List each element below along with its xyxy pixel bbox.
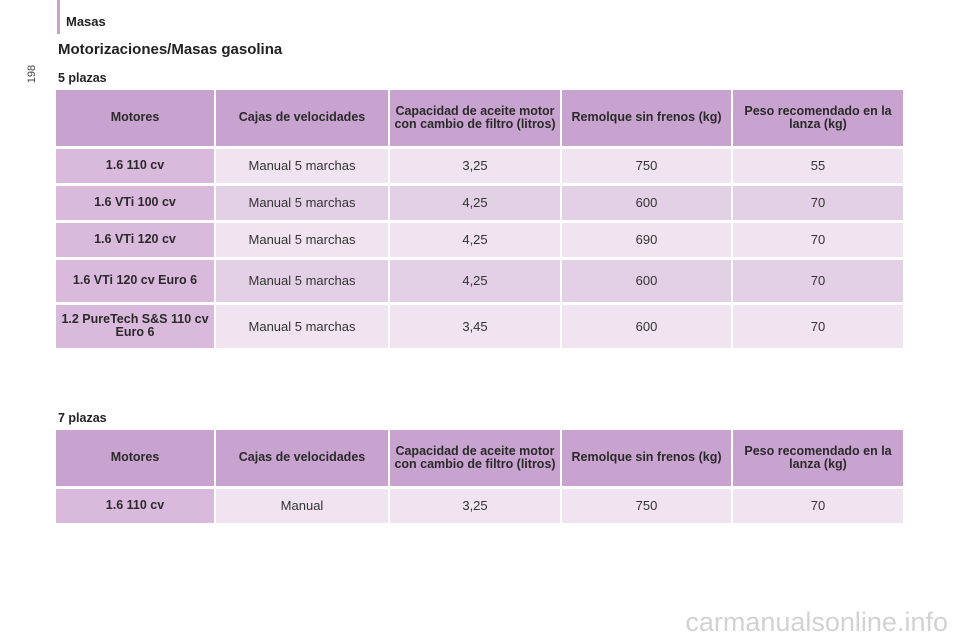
cell-caja: Manual 5 marchas xyxy=(215,221,390,260)
cell-capacidad: 4,25 xyxy=(389,184,562,223)
cell-remolque: 600 xyxy=(561,258,733,305)
cell-remolque: 750 xyxy=(561,147,733,186)
cell-capacidad: 3,25 xyxy=(389,147,562,186)
cell-motor: 1.6 VTi 120 cv xyxy=(56,221,216,260)
column-header-motores: Motores xyxy=(56,430,216,489)
watermark: carmanualsonline.info xyxy=(685,607,948,637)
column-header-cajas: Cajas de velocidades xyxy=(215,430,390,489)
column-header-peso: Peso recomendado en la lanza (kg) xyxy=(732,90,905,149)
table-row: 1.6 VTi 100 cv Manual 5 marchas 4,25 600… xyxy=(56,184,905,223)
table-row: 1.6 110 cv Manual 5 marchas 3,25 750 55 xyxy=(56,147,905,186)
column-header-peso: Peso recomendado en la lanza (kg) xyxy=(732,430,905,489)
section-marker-bar xyxy=(57,0,60,34)
table-5-plazas: Motores Cajas de velocidades Capacidad d… xyxy=(56,90,905,351)
section-header: Masas xyxy=(66,14,106,29)
cell-peso: 70 xyxy=(732,258,905,305)
cell-remolque: 750 xyxy=(561,487,733,526)
page-title: Motorizaciones/Masas gasolina xyxy=(58,41,283,58)
cell-capacidad: 4,25 xyxy=(389,221,562,260)
column-header-remolque: Remolque sin frenos (kg) xyxy=(561,430,733,489)
cell-caja: Manual 5 marchas xyxy=(215,184,390,223)
cell-capacidad: 3,45 xyxy=(389,303,562,351)
column-header-capacidad: Capacidad de aceite motor con cambio de … xyxy=(389,430,562,489)
cell-capacidad: 4,25 xyxy=(389,258,562,305)
page-number: 198 xyxy=(26,64,38,84)
cell-caja: Manual 5 marchas xyxy=(215,147,390,186)
table-5-plazas-label: 5 plazas xyxy=(58,71,107,85)
cell-caja: Manual 5 marchas xyxy=(215,303,390,351)
cell-peso: 70 xyxy=(732,221,905,260)
column-header-remolque: Remolque sin frenos (kg) xyxy=(561,90,733,149)
cell-peso: 55 xyxy=(732,147,905,186)
table-7-plazas-label: 7 plazas xyxy=(58,411,107,425)
cell-caja: Manual xyxy=(215,487,390,526)
table-header-row: Motores Cajas de velocidades Capacidad d… xyxy=(56,430,905,489)
cell-motor: 1.6 VTi 100 cv xyxy=(56,184,216,223)
cell-capacidad: 3,25 xyxy=(389,487,562,526)
cell-peso: 70 xyxy=(732,303,905,351)
cell-remolque: 600 xyxy=(561,303,733,351)
cell-motor: 1.2 PureTech S&S 110 cv Euro 6 xyxy=(56,303,216,351)
cell-remolque: 600 xyxy=(561,184,733,223)
cell-peso: 70 xyxy=(732,487,905,526)
table-7-plazas: Motores Cajas de velocidades Capacidad d… xyxy=(56,430,905,526)
cell-remolque: 690 xyxy=(561,221,733,260)
table-row: 1.2 PureTech S&S 110 cv Euro 6 Manual 5 … xyxy=(56,303,905,351)
table-row: 1.6 VTi 120 cv Euro 6 Manual 5 marchas 4… xyxy=(56,258,905,305)
column-header-capacidad: Capacidad de aceite motor con cambio de … xyxy=(389,90,562,149)
cell-motor: 1.6 110 cv xyxy=(56,487,216,526)
cell-motor: 1.6 110 cv xyxy=(56,147,216,186)
table-row: 1.6 110 cv Manual 3,25 750 70 xyxy=(56,487,905,526)
table-header-row: Motores Cajas de velocidades Capacidad d… xyxy=(56,90,905,149)
cell-peso: 70 xyxy=(732,184,905,223)
cell-motor: 1.6 VTi 120 cv Euro 6 xyxy=(56,258,216,305)
table-row: 1.6 VTi 120 cv Manual 5 marchas 4,25 690… xyxy=(56,221,905,260)
column-header-motores: Motores xyxy=(56,90,216,149)
column-header-cajas: Cajas de velocidades xyxy=(215,90,390,149)
cell-caja: Manual 5 marchas xyxy=(215,258,390,305)
